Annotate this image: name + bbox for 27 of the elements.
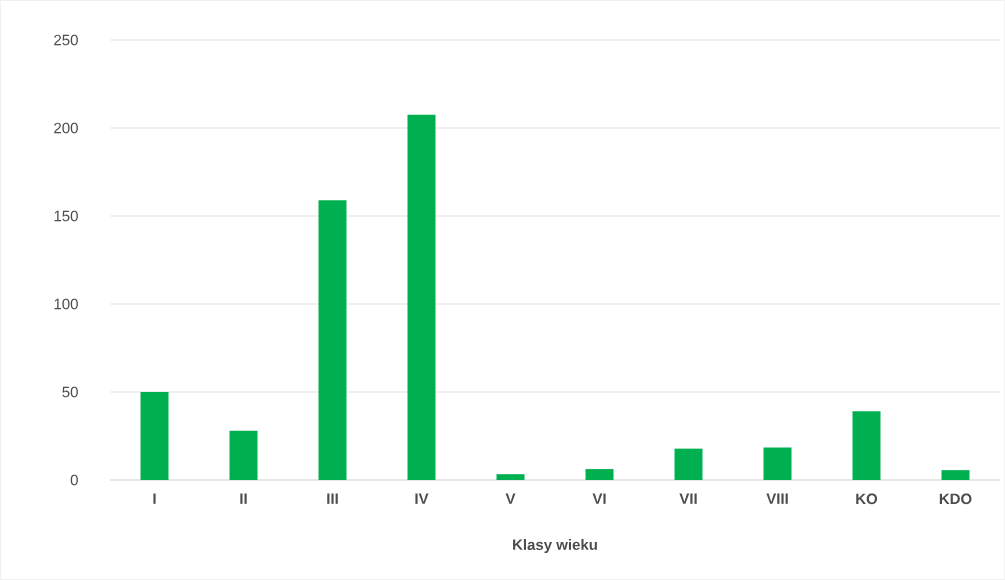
x-tick-label: VI xyxy=(592,493,606,504)
y-tick-label: 50 xyxy=(62,386,78,398)
x-tick-label: VIII xyxy=(766,493,788,504)
x-tick-label: II xyxy=(240,493,247,504)
y-tick-label: 250 xyxy=(54,34,78,46)
y-tick-label: 150 xyxy=(54,210,78,222)
y-tick-label: 100 xyxy=(54,298,78,310)
x-axis-title: Klasy wieku xyxy=(513,539,597,553)
x-tick-label: III xyxy=(327,493,338,504)
bar xyxy=(318,200,347,480)
bar xyxy=(140,391,169,480)
bar xyxy=(674,448,703,480)
x-tick-label: KO xyxy=(856,493,878,505)
x-tick-label: I xyxy=(153,493,156,504)
bar xyxy=(407,114,436,480)
y-tick-label: 0 xyxy=(70,474,78,486)
x-tick-label: V xyxy=(505,493,516,504)
x-tick-label: IV xyxy=(415,493,429,504)
bar xyxy=(585,469,614,480)
x-tick-label: KDO xyxy=(939,493,972,505)
bar xyxy=(229,430,258,480)
y-tick-label: 200 xyxy=(54,122,78,134)
bar xyxy=(763,447,792,480)
bar xyxy=(941,470,970,480)
bar xyxy=(496,474,525,480)
x-tick-label: VII xyxy=(679,493,697,504)
bar xyxy=(852,411,881,480)
